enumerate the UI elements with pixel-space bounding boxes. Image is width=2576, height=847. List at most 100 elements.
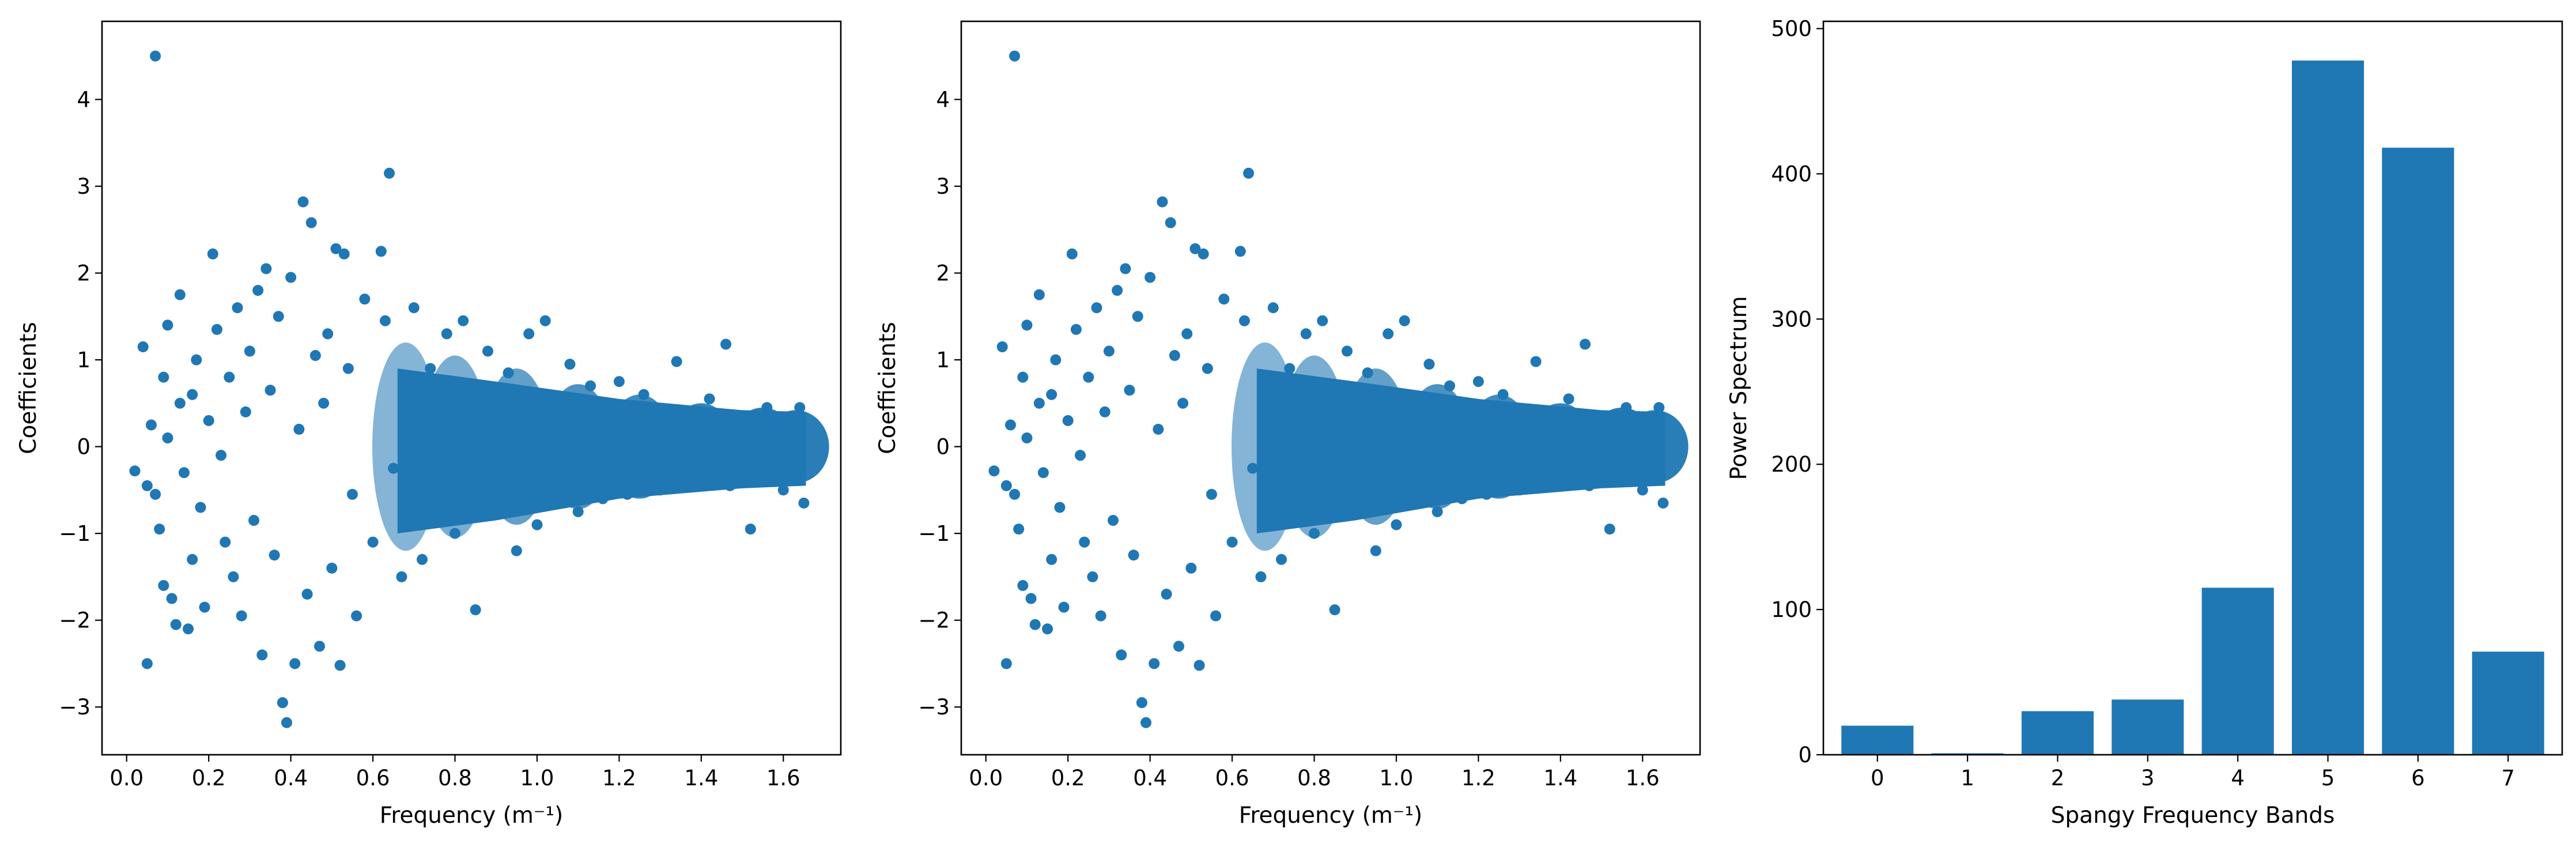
scatter-point <box>1292 510 1304 522</box>
scatter-point <box>482 345 493 357</box>
scatter-point <box>191 354 202 366</box>
scatter-point <box>417 554 428 565</box>
scatter-point <box>671 356 682 367</box>
scatter-point <box>203 415 214 426</box>
scatter-point <box>1383 328 1394 340</box>
scatter-point <box>1033 289 1045 300</box>
x-tick-label: 7 <box>2501 766 2515 790</box>
scatter-point <box>1391 519 1402 530</box>
scatter-point <box>1362 367 1373 379</box>
x-tick-label: 3 <box>2141 766 2155 790</box>
scatter-point <box>1075 450 1086 461</box>
scatter-point <box>458 315 469 326</box>
x-tick-label: 0.4 <box>274 766 308 790</box>
x-tick-label: 0 <box>1871 766 1884 790</box>
y-axis-label: Coefficients <box>16 322 41 454</box>
x-tick-label: 0.8 <box>438 766 472 790</box>
y-axis-label: Coefficients <box>875 322 901 454</box>
scatter-point <box>1514 484 1525 496</box>
scatter-point <box>1103 345 1115 357</box>
y-tick-label: −1 <box>918 521 950 546</box>
x-tick-label: 0.6 <box>356 766 390 790</box>
scatter-point <box>1218 293 1230 305</box>
dense-scatter-cloud <box>372 342 829 551</box>
scatter-point <box>1238 315 1250 326</box>
scatter-point <box>1058 601 1070 613</box>
scatter-point <box>183 623 194 635</box>
scatter-point <box>1050 354 1062 366</box>
y-tick-label: 500 <box>1771 17 1812 42</box>
scatter-point <box>1009 488 1021 500</box>
y-tick-label: −1 <box>59 521 90 546</box>
x-tick-label: 1 <box>1961 766 1974 790</box>
scatter-point <box>724 480 736 491</box>
scatter-points <box>129 50 810 728</box>
scatter-point <box>1046 554 1057 565</box>
scatter-point <box>207 248 218 259</box>
scatter-point <box>150 50 161 62</box>
scatter-point <box>777 484 789 496</box>
scatter-point <box>1284 363 1295 374</box>
scatter-point <box>224 371 235 383</box>
scatter-point <box>1165 217 1176 228</box>
scatter-point <box>1456 493 1468 505</box>
bar <box>2112 699 2184 755</box>
x-tick-label: 1.2 <box>602 766 636 790</box>
scatter-point <box>1173 641 1184 652</box>
scatter-point <box>1000 480 1012 491</box>
scatter-point <box>141 658 153 669</box>
scatter-point <box>688 480 699 491</box>
x-tick-label: 6 <box>2411 766 2425 790</box>
scatter-point <box>1145 272 1156 283</box>
scatter-point <box>613 376 625 387</box>
y-tick-label: 4 <box>77 87 90 112</box>
scatter-point <box>1202 363 1213 374</box>
scatter-point <box>1116 649 1127 661</box>
scatter-point <box>244 345 255 357</box>
scatter-point <box>318 397 330 409</box>
x-tick-label: 1.6 <box>1626 766 1660 790</box>
scatter-point <box>1530 356 1542 367</box>
y-tick-label: 300 <box>1771 307 1812 332</box>
scatter-point <box>1021 319 1033 331</box>
scatter-point <box>408 302 420 314</box>
scatter-point <box>511 545 522 556</box>
scatter-point <box>330 243 342 254</box>
scatter-point <box>252 285 264 296</box>
scatter-point <box>1000 658 1012 669</box>
y-tick-label: 3 <box>77 174 90 199</box>
scatter-point <box>572 506 584 518</box>
panel-scatter-2: 0.0 0.2 0.4 0.6 0.8 1.0 1.2 1.4 1.6 −3−2−101234 … <box>875 20 1701 829</box>
scatter-point <box>1013 524 1025 535</box>
y-tick-label: 3 <box>936 174 950 199</box>
scatter-point <box>539 315 551 326</box>
scatter-point <box>1317 315 1328 326</box>
x-tick-label: 0.2 <box>192 766 226 790</box>
scatter-point <box>1132 311 1143 322</box>
scatter-point <box>1009 50 1021 62</box>
scatter-point <box>351 610 362 622</box>
scatter-point <box>1399 315 1410 326</box>
scatter-point <box>1083 371 1094 383</box>
scatter-point <box>1444 380 1456 391</box>
scatter-cloud-core <box>397 368 806 534</box>
y-tick-label: −2 <box>59 608 90 633</box>
scatter-point <box>1423 359 1435 370</box>
scatter-point <box>597 493 609 505</box>
plot-frame <box>1822 20 2563 756</box>
scatter-point <box>1017 371 1029 383</box>
scatter-point <box>1029 619 1041 630</box>
scatter-point <box>704 393 715 405</box>
scatter-point <box>1189 243 1201 254</box>
x-tick-label: 2 <box>2051 766 2065 790</box>
x-tick-label: 0.2 <box>1051 766 1085 790</box>
scatter-point <box>346 488 358 500</box>
panel-bar-chart: 0 1 2 3 4 5 6 7 0 100 200 300 400 500 Spangy Frequen… <box>1726 17 2563 829</box>
scatter-point <box>236 610 247 622</box>
y-tick-label: 100 <box>1771 597 1812 622</box>
scatter-point <box>1309 528 1320 539</box>
scatter-point <box>301 589 313 600</box>
scatter-point <box>1021 432 1033 444</box>
scatter-point <box>166 593 177 604</box>
